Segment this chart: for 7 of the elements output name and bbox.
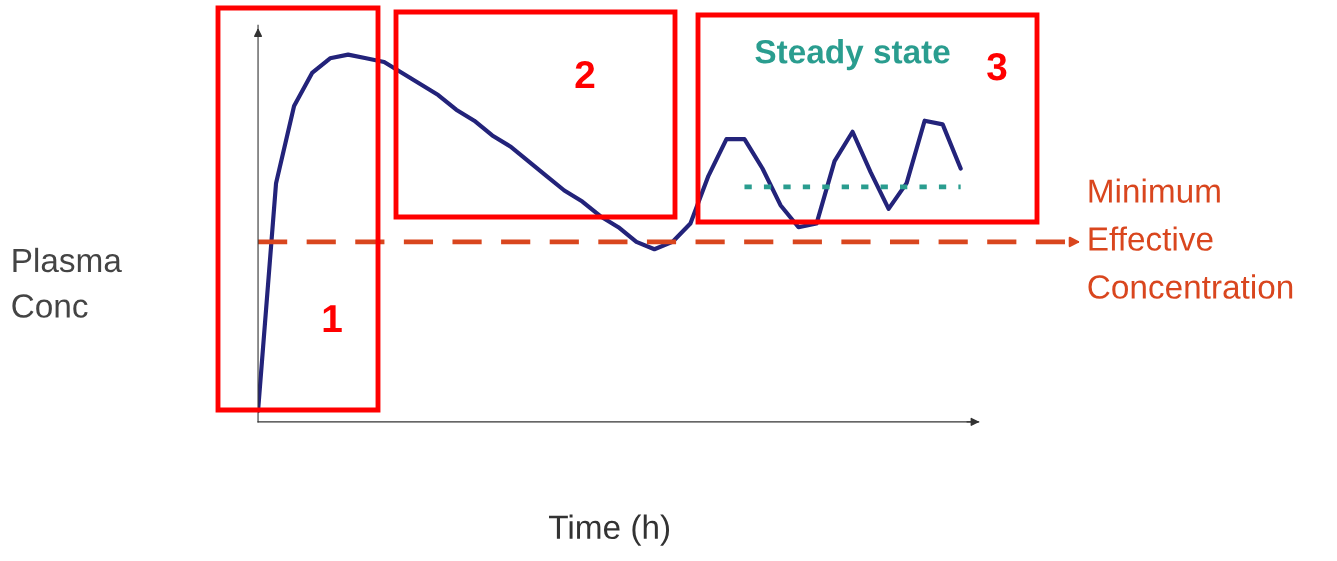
x-axis-title: Time (h) xyxy=(549,514,670,546)
ref-line-label: Minimum Effective Concentration xyxy=(1088,178,1293,299)
text: 3 xyxy=(987,52,1007,81)
text: Steady state xyxy=(755,39,950,71)
y-axis-title: Plasma Conc xyxy=(12,247,122,318)
annotation: 2 xyxy=(575,60,595,89)
annotation: 1 xyxy=(323,305,342,333)
